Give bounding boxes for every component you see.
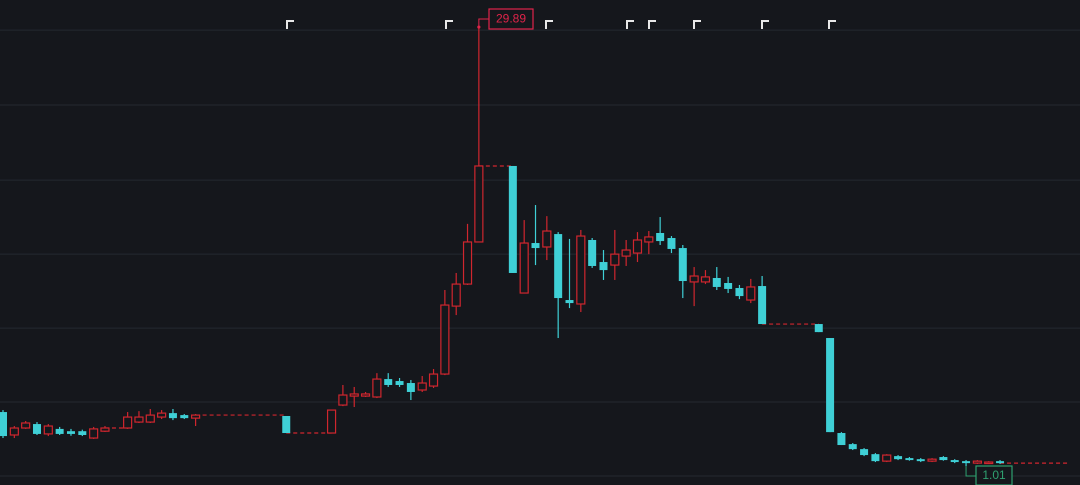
candle-body xyxy=(406,383,415,392)
candle-body xyxy=(417,382,427,391)
candle-body xyxy=(916,459,925,462)
candle-body xyxy=(338,394,348,406)
event-flag xyxy=(648,20,656,29)
candle-body xyxy=(939,457,948,461)
candle-body xyxy=(860,449,869,456)
candle-body xyxy=(282,415,291,434)
candle-body xyxy=(554,234,563,299)
event-flag xyxy=(626,20,634,29)
event-flags xyxy=(286,20,836,29)
high-label-box xyxy=(488,8,534,30)
high-label: 29.89 xyxy=(496,12,526,26)
candle-body xyxy=(724,283,733,289)
candle-body xyxy=(542,230,552,248)
candle-body xyxy=(689,275,699,283)
candle-body xyxy=(55,428,64,434)
candle-body xyxy=(996,461,1005,464)
candle-body xyxy=(474,165,484,243)
candle-body xyxy=(134,416,144,423)
candle-body xyxy=(565,300,574,304)
candle-body xyxy=(326,409,337,434)
candle-body xyxy=(508,165,517,273)
candle-body xyxy=(700,276,711,283)
candle-body xyxy=(180,415,189,419)
candle-body xyxy=(894,456,903,460)
candle-body xyxy=(440,304,450,375)
candle-body xyxy=(972,460,982,464)
candle-body xyxy=(599,262,608,271)
low-label: 1.01 xyxy=(982,468,1006,482)
candle-body xyxy=(962,461,971,464)
candle-body xyxy=(78,431,87,435)
candle-body xyxy=(927,458,937,462)
candle-body xyxy=(610,253,620,266)
candle-body xyxy=(905,458,914,461)
candle-body xyxy=(145,414,155,423)
candle-body xyxy=(462,241,473,285)
candle-body xyxy=(428,373,439,387)
high-label-dot xyxy=(477,25,481,29)
event-flag xyxy=(761,20,769,29)
candle-body xyxy=(621,249,631,257)
candle-body xyxy=(451,283,461,307)
candle-body xyxy=(588,239,597,266)
candle-body xyxy=(384,379,393,385)
candle-body xyxy=(191,414,201,419)
event-flag xyxy=(286,20,294,29)
candle-body xyxy=(656,233,665,242)
candle-body xyxy=(360,393,371,397)
candle-body xyxy=(395,381,404,385)
candle-body xyxy=(814,324,823,333)
candle-body xyxy=(984,461,994,465)
candle-body xyxy=(632,239,643,254)
candle-body xyxy=(100,427,110,432)
candle-body xyxy=(89,428,99,439)
candle-body xyxy=(576,235,586,305)
candle-body xyxy=(21,422,31,429)
candle-body xyxy=(123,416,133,429)
candle-body xyxy=(678,248,687,282)
candle-body xyxy=(168,413,177,419)
high-label-leader xyxy=(478,18,489,28)
grid xyxy=(0,29,1080,477)
event-flag xyxy=(693,20,701,29)
candle-body xyxy=(644,236,654,243)
candle-body xyxy=(826,338,835,433)
candle-body xyxy=(950,460,959,463)
candle-body xyxy=(519,242,529,294)
candle-body xyxy=(531,243,540,249)
candle-body xyxy=(712,277,721,287)
candle-body xyxy=(66,431,75,434)
low-label-box xyxy=(975,465,1013,485)
event-flag xyxy=(828,20,836,29)
event-flag xyxy=(545,20,553,29)
candle-body xyxy=(837,433,846,446)
candle-body xyxy=(735,288,744,297)
candle-body xyxy=(871,454,880,462)
low-label-leader xyxy=(965,466,976,477)
candle-body xyxy=(9,427,19,436)
candle-body xyxy=(882,454,892,462)
candle-body xyxy=(0,412,7,437)
candle-body xyxy=(758,286,767,325)
candle-body xyxy=(157,412,167,418)
candle-body xyxy=(43,425,53,435)
candle-body xyxy=(667,238,676,249)
candle-body xyxy=(848,444,857,450)
candle-body xyxy=(32,424,41,434)
candle-body xyxy=(746,286,756,301)
event-flag xyxy=(445,20,453,29)
candle-body xyxy=(372,378,382,398)
candle-body xyxy=(349,393,359,397)
